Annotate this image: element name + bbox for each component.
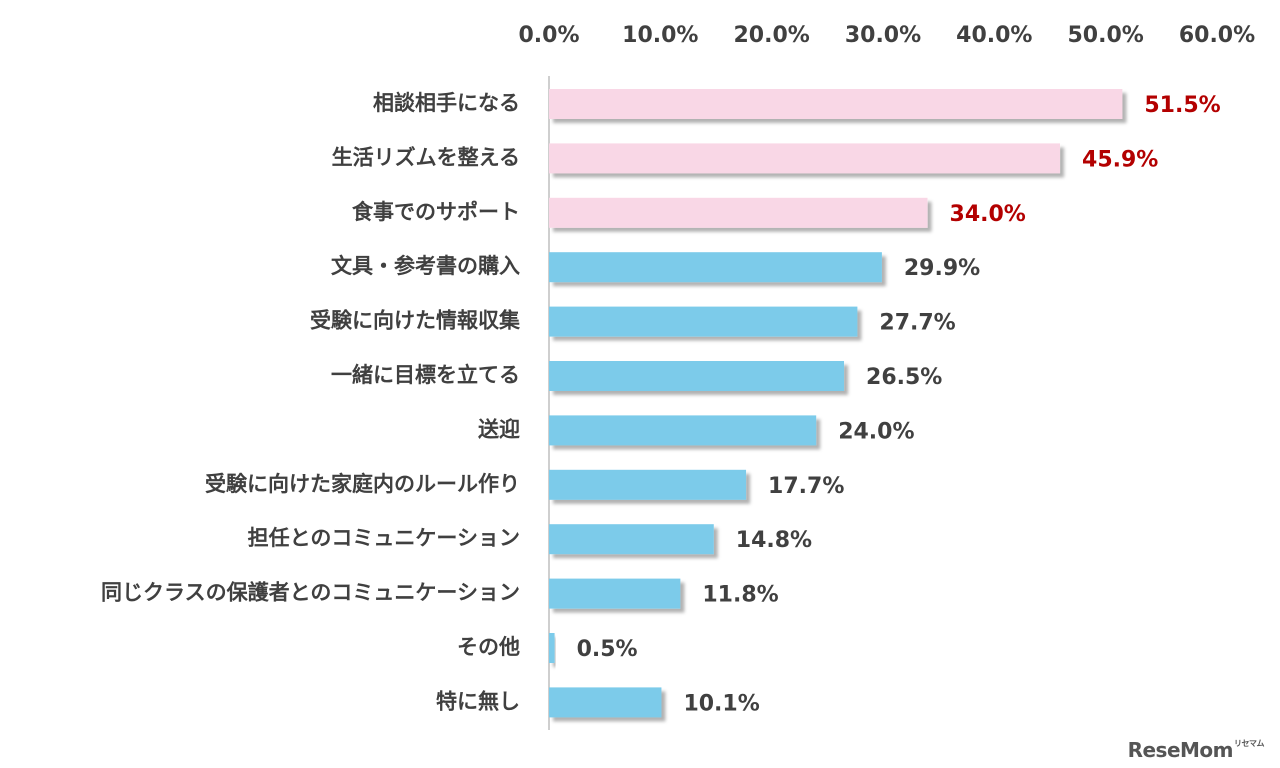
value-label: 34.0% xyxy=(950,202,1026,227)
bar xyxy=(549,687,662,718)
category-label: 文具・参考書の購入 xyxy=(331,254,520,278)
x-tick-label: 20.0% xyxy=(734,23,810,48)
x-tick-label: 0.0% xyxy=(518,23,579,48)
value-label: 29.9% xyxy=(904,256,980,281)
category-label: 送迎 xyxy=(478,417,520,441)
category-label: 担任とのコミュニケーション xyxy=(248,526,520,550)
resemom-logo: ReseMomリセマム xyxy=(1127,738,1265,762)
value-label: 51.5% xyxy=(1144,93,1220,118)
x-tick-label: 50.0% xyxy=(1068,23,1144,48)
bar xyxy=(549,197,928,228)
category-label: 食事でのサポート xyxy=(352,200,520,224)
value-label: 45.9% xyxy=(1082,147,1158,172)
bar xyxy=(549,89,1123,119)
value-label: 14.8% xyxy=(736,528,812,553)
bar xyxy=(549,524,714,555)
bar xyxy=(549,415,817,446)
category-label: 一緒に目標を立てる xyxy=(331,363,520,387)
value-label: 11.8% xyxy=(702,583,778,608)
x-tick-label: 30.0% xyxy=(845,23,921,48)
value-label: 24.0% xyxy=(838,419,914,444)
category-label: 受験に向けた情報収集 xyxy=(310,309,521,333)
logo-mark: リセマム xyxy=(1234,739,1265,748)
value-label: 27.7% xyxy=(879,311,955,336)
bar xyxy=(549,252,882,283)
category-label: 特に無し xyxy=(436,689,520,713)
value-label: 17.7% xyxy=(768,474,844,499)
x-tick-label: 40.0% xyxy=(956,23,1032,48)
bars xyxy=(549,89,1123,718)
bar xyxy=(549,143,1061,174)
logo-text: ReseMom xyxy=(1127,738,1234,762)
bar xyxy=(549,633,555,663)
x-tick-label: 10.0% xyxy=(622,23,698,48)
value-label: 0.5% xyxy=(577,637,638,662)
value-label: 10.1% xyxy=(683,691,759,716)
value-label: 26.5% xyxy=(866,365,942,390)
bar xyxy=(549,306,858,337)
x-axis-ticks: 0.0% 10.0% 20.0% 30.0% 40.0% 50.0% 60.0% xyxy=(518,23,1255,48)
bar xyxy=(549,469,747,500)
value-labels: 51.5% 45.9% 34.0% 29.9% 27.7% 26.5% 24.0% 17.7%… xyxy=(577,93,1221,716)
bar xyxy=(549,578,681,609)
category-label: その他 xyxy=(457,635,520,659)
category-label: 相談相手になる xyxy=(373,91,520,115)
bar xyxy=(549,361,845,391)
x-tick-label: 60.0% xyxy=(1179,23,1255,48)
category-labels: 相談相手になる生活リズムを整える食事でのサポート文具・参考書の購入受験に向けた情… xyxy=(101,91,521,713)
category-label: 生活リズムを整える xyxy=(332,145,520,169)
category-label: 受験に向けた家庭内のルール作り xyxy=(205,472,520,496)
category-label: 同じクラスの保護者とのコミュニケーション xyxy=(101,581,520,605)
